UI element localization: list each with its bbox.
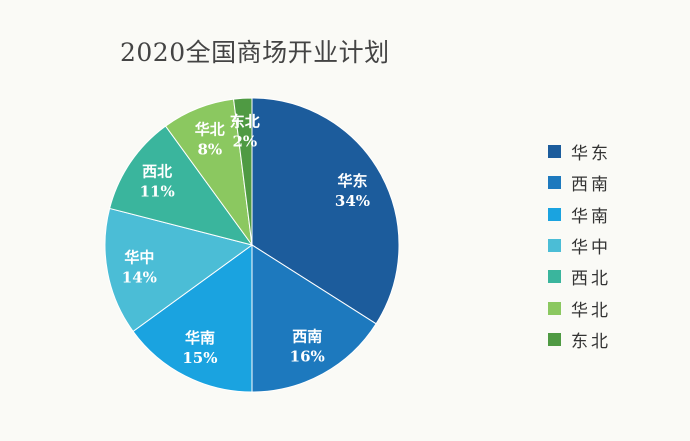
slice-value-label: 15% (182, 349, 217, 367)
slice-value-label: 2% (232, 133, 257, 151)
legend-swatch (548, 145, 561, 159)
legend: 华东西南华南华中西北华北东北 (548, 136, 611, 355)
legend-label: 西北 (571, 269, 611, 290)
legend-item: 华南 (548, 199, 611, 230)
pie-slice-6 (233, 97, 253, 246)
legend-label: 西南 (571, 175, 611, 196)
slice-value-label: 14% (122, 268, 157, 286)
slice-category-label: 西南 (292, 327, 322, 345)
legend-item: 东北 (548, 324, 611, 355)
pie-slice-2 (132, 244, 253, 393)
chart-title: 2020全国商场开业计划 (120, 38, 390, 67)
pie-slice-1 (251, 244, 377, 393)
pie-slice-3 (104, 207, 254, 333)
slice-category-label: 华东 (337, 172, 367, 190)
legend-swatch (548, 301, 561, 315)
legend-swatch (548, 207, 561, 221)
legend-swatch (548, 332, 561, 346)
slice-category-label: 西北 (142, 163, 172, 181)
pie-slice-0 (251, 97, 400, 325)
slice-value-label: 34% (335, 192, 370, 210)
legend-label: 华东 (571, 144, 611, 165)
legend-item: 西南 (548, 167, 611, 198)
legend-label: 华北 (571, 300, 611, 321)
slice-category-label: 华北 (195, 120, 225, 138)
legend-item: 华东 (548, 136, 611, 167)
slice-category-label: 东北 (230, 113, 260, 131)
slice-category-label: 华南 (185, 329, 215, 347)
legend-item: 华中 (548, 230, 611, 261)
legend-label: 华中 (571, 238, 611, 259)
pie-slice-4 (109, 125, 254, 246)
slice-value-label: 8% (197, 140, 222, 158)
legend-label: 华南 (571, 206, 611, 227)
slice-value-label: 11% (140, 183, 175, 201)
legend-item: 西北 (548, 261, 611, 292)
legend-swatch (548, 270, 561, 284)
slice-category-label: 华中 (124, 248, 154, 266)
slice-value-label: 16% (290, 347, 325, 365)
legend-item: 华北 (548, 292, 611, 323)
legend-swatch (548, 239, 561, 253)
legend-label: 东北 (571, 331, 611, 352)
legend-swatch (548, 176, 561, 190)
